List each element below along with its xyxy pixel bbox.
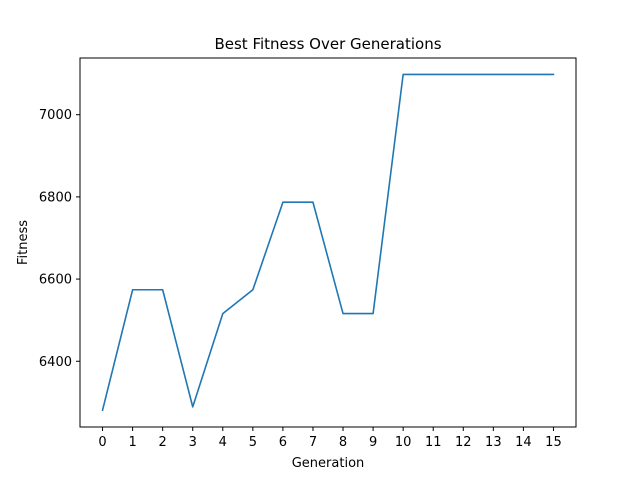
y-tick-label: 6400	[39, 355, 72, 370]
axes-frame	[79, 57, 577, 428]
x-axis-label: Generation	[292, 456, 365, 471]
x-tick-label: 0	[98, 435, 106, 450]
x-tick-label: 8	[339, 435, 347, 450]
y-axis-label: Fitness	[16, 220, 31, 265]
y-tick-label: 6800	[39, 190, 72, 205]
y-tick-label: 6600	[39, 273, 72, 288]
x-tick-label: 13	[485, 435, 502, 450]
x-tick-label: 12	[455, 435, 472, 450]
x-tick-label: 9	[369, 435, 377, 450]
x-tick-label: 2	[159, 435, 167, 450]
x-tick-label: 4	[219, 435, 227, 450]
series-line	[101, 73, 555, 412]
x-tick-label: 5	[249, 435, 257, 450]
x-tick-label: 10	[395, 435, 412, 450]
x-tick-label: 7	[309, 435, 317, 450]
y-tick-label: 7000	[39, 108, 72, 123]
x-tick-label: 1	[128, 435, 136, 450]
x-tick-label: 3	[189, 435, 197, 450]
chart-title: Best Fitness Over Generations	[214, 35, 441, 53]
x-tick-label: 11	[425, 435, 442, 450]
x-tick-label: 15	[545, 435, 562, 450]
x-tick-label: 14	[515, 435, 532, 450]
x-tick-label: 6	[279, 435, 287, 450]
